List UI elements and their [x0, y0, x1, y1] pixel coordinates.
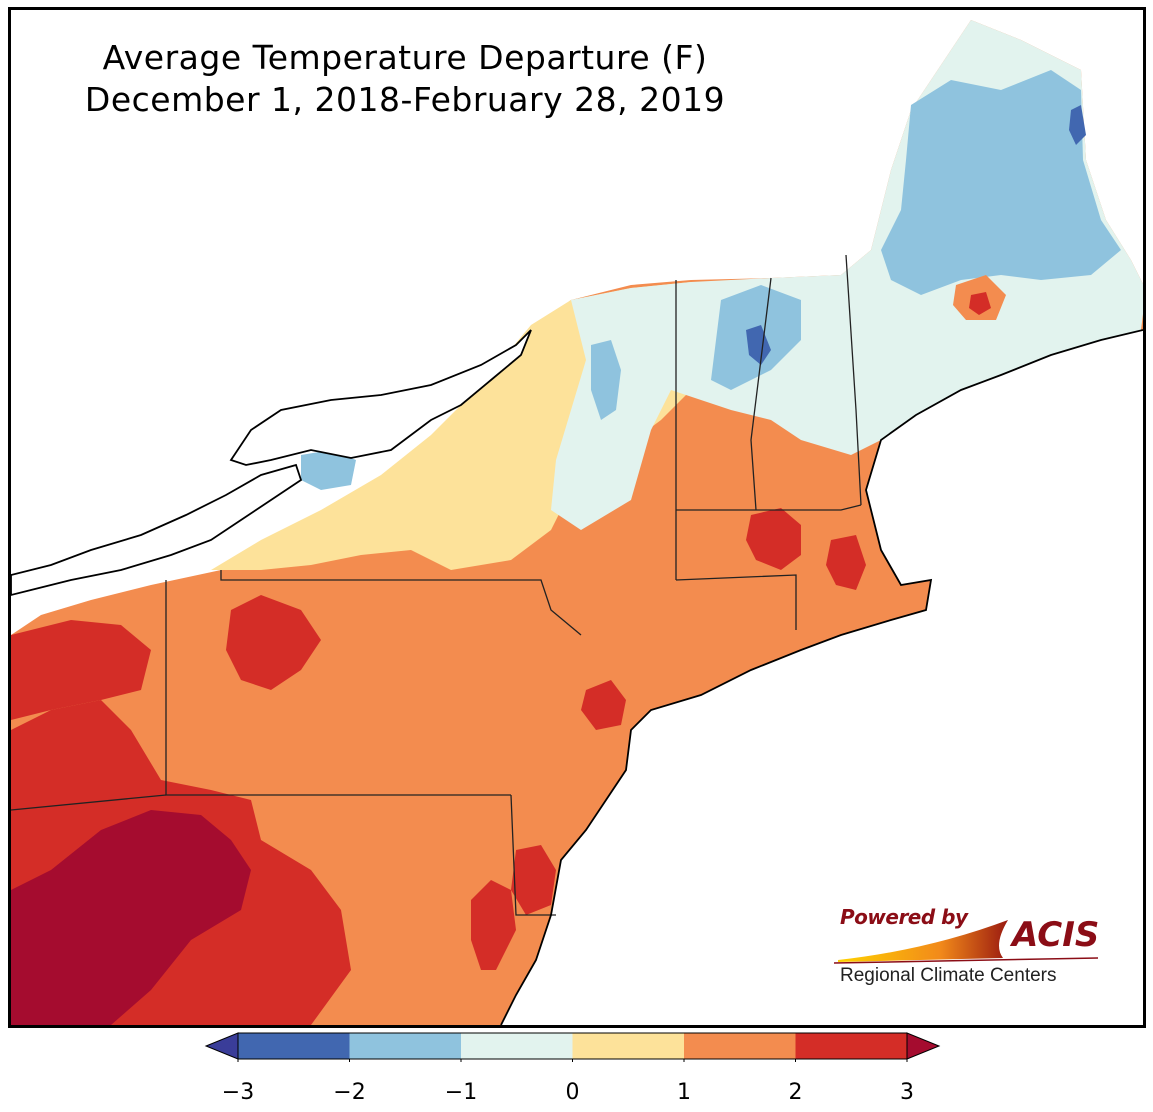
colorbar-bin [572, 1033, 684, 1059]
region-red-maine-spot [969, 292, 991, 315]
region-red-de [511, 845, 556, 915]
colorbar-tick-label: −2 [333, 1080, 366, 1105]
temperature-departure-map [11, 20, 1143, 1025]
acis-logo-text: ACIS [1012, 915, 1100, 955]
coastline [500, 329, 1143, 1025]
colorbar-tick-label: 0 [565, 1080, 580, 1105]
acis-logo-swoosh [833, 920, 1099, 964]
colorbar-bin [684, 1033, 796, 1059]
regional-climate-centers-label: Regional Climate Centers [840, 965, 1057, 986]
colorbar-tick-label: 3 [900, 1080, 914, 1105]
colorbar-tick-label: 1 [677, 1080, 691, 1105]
colorbar-under-arrow [204, 1032, 239, 1060]
region-red-ct-ri [746, 508, 801, 570]
powered-by-label: Powered by [840, 905, 968, 929]
colorbar-over-arrow [906, 1032, 941, 1060]
region-light-blue-ny-west [301, 450, 356, 490]
atlantic-ocean [501, 330, 1143, 1025]
region-light-blue-ny-north [591, 340, 621, 420]
region-red-central-pa [226, 595, 321, 690]
map-title: Average Temperature Departure (F) [102, 38, 708, 77]
lake-ontario [229, 329, 532, 466]
colorbar-tick-label: −1 [444, 1080, 478, 1105]
colorbar-tick-label: 2 [788, 1080, 803, 1105]
state-boundaries [11, 254, 862, 916]
region-blue-maine [1069, 105, 1086, 145]
colorbar-bin [238, 1033, 350, 1059]
colorbar-tick-label: −3 [221, 1080, 255, 1105]
lake-erie [11, 463, 303, 596]
region-red-west [11, 620, 151, 720]
region-blue-vt [746, 325, 771, 365]
colorbar [204, 1032, 941, 1062]
colorbar-bin [461, 1033, 573, 1059]
region-red-ma [826, 535, 866, 590]
region-red-md [471, 880, 516, 970]
region-light-blue-maine [881, 70, 1121, 295]
map-date-range: December 1, 2018-February 28, 2019 [84, 80, 726, 119]
region-red-nj [581, 680, 626, 730]
colorbar-bin [349, 1033, 461, 1059]
map-frame [8, 7, 1146, 1028]
colorbar-bin [795, 1033, 907, 1059]
region-darkest-red-southwest [11, 810, 251, 1025]
